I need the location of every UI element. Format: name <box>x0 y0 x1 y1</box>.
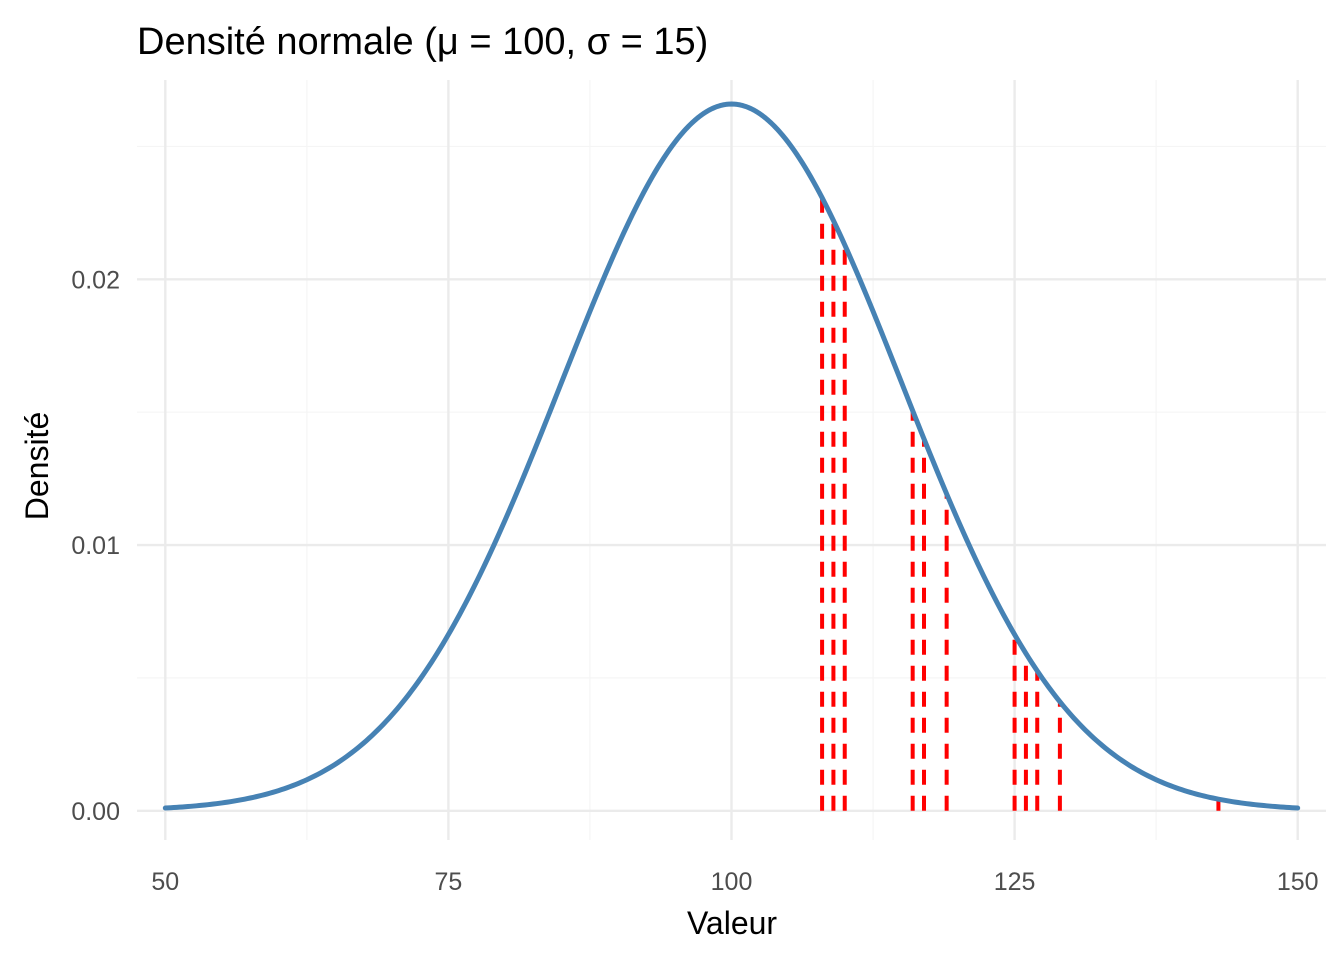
x-tick-label: 75 <box>434 868 462 896</box>
x-tick-label: 50 <box>151 868 179 896</box>
y-axis-title: Densité <box>19 412 55 521</box>
y-tick-label: 0.01 <box>71 532 120 560</box>
grid-layer <box>137 80 1326 840</box>
x-tick-label: 100 <box>711 868 753 896</box>
x-tick-label: 125 <box>994 868 1036 896</box>
x-axis-title: Valeur <box>687 905 777 941</box>
axis-layer: 50 75 100 125 150 0.00 0.01 0.02 <box>71 266 1318 896</box>
y-tick-label: 0.00 <box>71 798 120 826</box>
chart-title: Densité normale (μ = 100, σ = 15) <box>137 21 708 63</box>
data-layer <box>162 101 1301 811</box>
x-tick-label: 150 <box>1277 868 1319 896</box>
y-tick-label: 0.02 <box>71 266 120 294</box>
density-curve <box>162 101 1301 811</box>
